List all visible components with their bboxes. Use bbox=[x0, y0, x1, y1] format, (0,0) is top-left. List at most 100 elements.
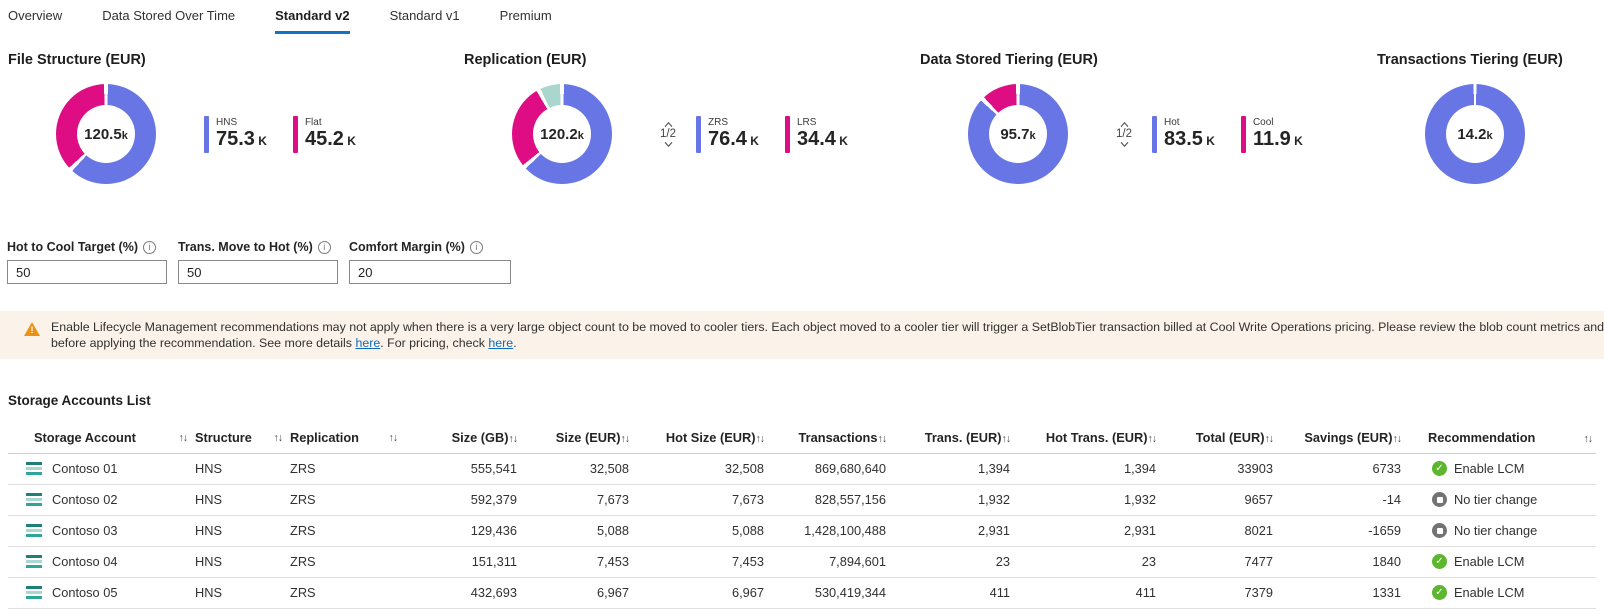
column-header-recommendation[interactable]: Recommendation bbox=[1405, 423, 1556, 454]
table-row[interactable]: Contoso 02 HNS ZRS 592,379 7,673 7,673 828,557… bbox=[8, 484, 1596, 516]
column-header-name[interactable]: Storage Account ↑↓ bbox=[8, 423, 191, 454]
column-header-hot_trans_eur[interactable]: Hot Trans. (EUR)↑↓ bbox=[1014, 423, 1160, 454]
warning-icon bbox=[24, 322, 40, 336]
donut-hole: 120.2k bbox=[533, 105, 591, 163]
cell-size_eur: 32,508 bbox=[521, 453, 633, 485]
sort-icon[interactable]: ↑↓ bbox=[1147, 433, 1157, 446]
cell-hot_size_eur: 7,453 bbox=[633, 546, 768, 578]
sort-icon[interactable]: ↑↓ bbox=[877, 433, 887, 446]
cell-structure: HNS bbox=[191, 577, 286, 609]
legend-text: Hot 83.5 K bbox=[1164, 116, 1215, 153]
sort-icon[interactable]: ↑↓ bbox=[1264, 433, 1274, 446]
legend-value: 83.5 K bbox=[1164, 128, 1215, 152]
sort-icon[interactable]: ↑↓ bbox=[1583, 433, 1593, 446]
cell-total_eur: 7379 bbox=[1160, 577, 1277, 609]
cell-savings_eur: 1331 bbox=[1277, 577, 1405, 609]
column-header-size_gb[interactable]: Size (GB)↑↓ bbox=[401, 423, 521, 454]
column-header-total_eur[interactable]: Total (EUR)↑↓ bbox=[1160, 423, 1277, 454]
sort-icon[interactable]: ↑↓ bbox=[755, 433, 765, 446]
cell-transactions: 530,419,344 bbox=[768, 577, 890, 609]
info-icon[interactable]: i bbox=[317, 240, 331, 254]
sort-icon[interactable]: ↑↓ bbox=[1001, 433, 1011, 446]
recommendation-text: Enable LCM bbox=[1454, 554, 1525, 569]
tab-bar: Overview Data Stored Over Time Standard v2… bbox=[0, 0, 1604, 34]
info-icon[interactable]: i bbox=[143, 240, 156, 254]
cell-savings_eur: -1659 bbox=[1277, 515, 1405, 547]
table-row[interactable]: Contoso 03 HNS ZRS 129,436 5,088 5,088 1,428,1… bbox=[8, 515, 1596, 547]
column-header-savings_eur[interactable]: Savings (EUR)↑↓ bbox=[1277, 423, 1405, 454]
tab-standard-v1[interactable]: Standard v1 bbox=[389, 8, 460, 23]
chevron-up-icon[interactable] bbox=[1119, 121, 1130, 128]
legend-item-hns: HNS 75.3 K bbox=[204, 115, 267, 153]
cell-hot_trans_eur: 1,394 bbox=[1014, 453, 1160, 485]
cell-size_gb: 555,541 bbox=[401, 453, 521, 485]
table-row[interactable]: Contoso 01 HNS ZRS 555,541 32,508 32,508 869,6… bbox=[8, 453, 1596, 485]
sort-icon[interactable]: ↑↓ bbox=[388, 431, 398, 444]
cell-empty bbox=[1556, 546, 1596, 578]
cell-replication: ZRS bbox=[286, 453, 401, 485]
details-link[interactable]: here bbox=[355, 336, 381, 350]
sort-icon[interactable]: ↑↓ bbox=[178, 431, 188, 444]
column-header-replication[interactable]: Replication ↑↓ bbox=[286, 423, 401, 454]
table-row[interactable]: Contoso 04 HNS ZRS 151,311 7,453 7,453 7,894,6… bbox=[8, 546, 1596, 578]
chart-title: Data Stored Tiering (EUR) bbox=[920, 52, 1098, 68]
param-label-text: Comfort Margin (%) bbox=[349, 240, 465, 254]
cell-trans_eur: 1,394 bbox=[890, 453, 1014, 485]
legend-value-number: 83.5 bbox=[1164, 127, 1203, 150]
table-row[interactable]: Contoso 05 HNS ZRS 432,693 6,967 6,967 530,419… bbox=[8, 577, 1596, 609]
cell-hot_trans_eur: 23 bbox=[1014, 546, 1160, 578]
donut-chart[interactable]: 120.2k bbox=[512, 84, 612, 184]
cell-hot_trans_eur: 411 bbox=[1014, 577, 1160, 609]
column-label: Size (EUR) bbox=[555, 430, 621, 446]
param-input[interactable] bbox=[178, 260, 338, 284]
sort-icon[interactable]: ↑↓ bbox=[620, 433, 630, 446]
legend-value-unit: K bbox=[750, 133, 759, 148]
legend-text: Flat 45.2 K bbox=[305, 116, 356, 153]
recommendation-text: Enable LCM bbox=[1454, 461, 1525, 476]
tab-overview[interactable]: Overview bbox=[8, 8, 63, 23]
donut-center-value: 120.2k bbox=[540, 126, 584, 143]
column-header-structure[interactable]: Structure ↑↓ bbox=[191, 423, 286, 454]
chevron-down-icon[interactable] bbox=[663, 141, 674, 148]
legend-item-cool: Cool 11.9 K bbox=[1240, 115, 1303, 153]
column-header-recommendation-sort[interactable]: ↑↓ bbox=[1556, 423, 1596, 454]
pricing-link[interactable]: here bbox=[488, 336, 514, 350]
legend-color-bar bbox=[784, 115, 790, 153]
donut-hole: 120.5k bbox=[77, 105, 135, 163]
sort-icon[interactable]: ↑↓ bbox=[508, 433, 518, 446]
sort-icon[interactable]: ↑↓ bbox=[273, 431, 283, 444]
donut-center-value: 14.2k bbox=[1457, 126, 1492, 143]
cell-recommendation: No tier change bbox=[1405, 484, 1556, 516]
cell-transactions: 1,428,100,488 bbox=[768, 515, 890, 547]
param-input[interactable] bbox=[349, 260, 511, 284]
legend-label: Flat bbox=[304, 116, 322, 128]
tab-premium[interactable]: Premium bbox=[499, 8, 552, 23]
donut-chart[interactable]: 14.2k bbox=[1425, 84, 1525, 184]
warning-line-2-end: . bbox=[513, 336, 517, 350]
donut-chart[interactable]: 120.5k bbox=[56, 84, 156, 184]
info-icon[interactable]: i bbox=[469, 240, 483, 254]
cell-empty bbox=[1556, 453, 1596, 485]
legend-value-unit: K bbox=[839, 133, 848, 148]
column-header-size_eur[interactable]: Size (EUR)↑↓ bbox=[521, 423, 633, 454]
tab-data-stored-over-time[interactable]: Data Stored Over Time bbox=[102, 8, 236, 23]
column-header-transactions[interactable]: Transactions↑↓ bbox=[768, 423, 890, 454]
column-header-trans_eur[interactable]: Trans. (EUR)↑↓ bbox=[890, 423, 1014, 454]
center-suffix: k bbox=[121, 129, 128, 142]
center-value: 95.7 bbox=[1000, 125, 1030, 143]
tab-standard-v2[interactable]: Standard v2 bbox=[275, 8, 350, 34]
param-input[interactable] bbox=[7, 260, 167, 284]
cell-size_eur: 7,453 bbox=[521, 546, 633, 578]
chevron-down-icon[interactable] bbox=[1119, 141, 1130, 148]
account-name: Contoso 03 bbox=[52, 523, 118, 538]
column-header-hot_size_eur[interactable]: Hot Size (EUR)↑↓ bbox=[633, 423, 768, 454]
warning-line-2: before applying the recommendation. See … bbox=[51, 335, 1604, 351]
cell-recommendation: No tier change bbox=[1405, 515, 1556, 547]
donut-chart[interactable]: 95.7k bbox=[968, 84, 1068, 184]
column-label: Transactions bbox=[798, 430, 878, 446]
chevron-up-icon[interactable] bbox=[663, 121, 674, 128]
legend-label: LRS bbox=[796, 116, 817, 128]
sort-icon[interactable]: ↑↓ bbox=[1392, 433, 1402, 446]
cell-recommendation: ✓ Enable LCM bbox=[1405, 453, 1556, 485]
chart-legend: 1/2 ZRS 76.4 K LRS 34.4 K bbox=[660, 115, 848, 153]
